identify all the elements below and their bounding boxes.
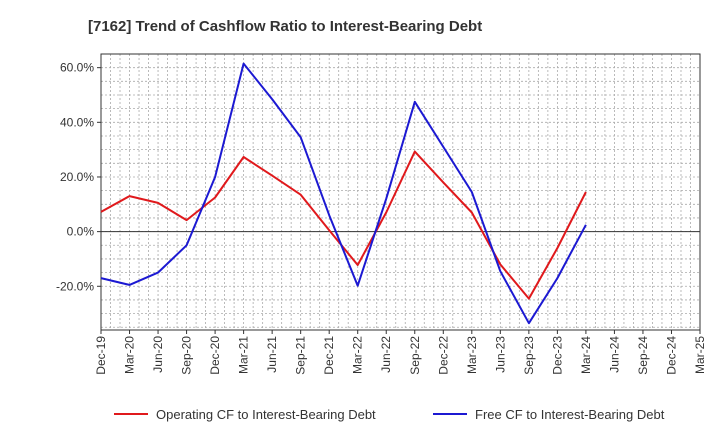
- x-tick-label: Jun-23: [493, 336, 507, 373]
- y-tick-label: 0.0%: [67, 225, 95, 239]
- series: [100, 62, 587, 325]
- legend-label-1: Operating CF to Interest-Bearing Debt: [156, 407, 376, 422]
- y-tick-label: 60.0%: [60, 61, 94, 75]
- y-tick-label: -20.0%: [56, 279, 94, 293]
- x-tick-label: Jun-24: [607, 336, 621, 373]
- x-tick-label: Sep-20: [180, 336, 194, 375]
- x-tick-label: Mar-23: [465, 336, 479, 374]
- x-tick-label: Jun-20: [151, 336, 165, 373]
- plot-frame: [100, 53, 701, 331]
- x-tick-label: Mar-20: [123, 336, 137, 374]
- x-tick-label: Jun-22: [379, 336, 393, 373]
- x-tick-label: Sep-23: [522, 336, 536, 375]
- y-tick-label: 20.0%: [60, 170, 94, 184]
- x-tick-label: Mar-25: [693, 336, 707, 374]
- x-tick-label: Sep-21: [294, 336, 308, 375]
- y-tick-label: 40.0%: [60, 115, 94, 129]
- x-tick-label: Dec-19: [94, 336, 108, 375]
- x-tick-label: Dec-21: [322, 336, 336, 375]
- x-tick-label: Dec-24: [664, 336, 678, 375]
- x-tick-label: Mar-21: [237, 336, 251, 374]
- x-tick-label: Mar-24: [579, 336, 593, 374]
- grid: [100, 53, 701, 330]
- x-tick-label: Dec-20: [208, 336, 222, 375]
- x-tick-label: Sep-24: [636, 336, 650, 375]
- x-tick-label: Jun-21: [265, 336, 279, 373]
- series-line-1: [100, 150, 587, 300]
- x-tick-label: Sep-22: [408, 336, 422, 375]
- legend-label-2: Free CF to Interest-Bearing Debt: [475, 407, 665, 422]
- series-line-2: [100, 62, 587, 325]
- chart-title: [7162] Trend of Cashflow Ratio to Intere…: [88, 18, 482, 35]
- x-tick-label: Mar-22: [351, 336, 365, 374]
- x-tick-label: Dec-23: [550, 336, 564, 375]
- legend: Operating CF to Interest-Bearing Debt Fre…: [114, 407, 665, 422]
- x-tick-label: Dec-22: [436, 336, 450, 375]
- y-axis-ticks: -20.0% 0.0% 20.0% 40.0% 60.0%: [56, 61, 101, 293]
- x-axis-ticks: Dec-19 Mar-20 Jun-20 Sep-20 Dec-20 Mar-21 Jun-…: [94, 330, 707, 375]
